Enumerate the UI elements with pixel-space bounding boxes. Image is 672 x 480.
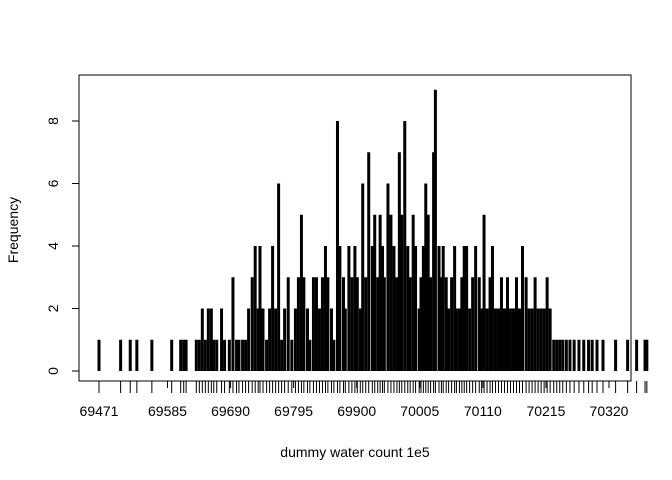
y-tick-label: 2: [45, 304, 61, 312]
rug-layer: [98, 381, 648, 393]
x-tick-label: 69690: [211, 403, 250, 419]
y-axis-label: Frequency: [5, 197, 21, 263]
y-tick-label: 4: [45, 242, 61, 250]
x-axis: 69471 69585 69690 69795 69900 70005 70110 70215…: [80, 380, 629, 419]
y-tick-label: 8: [45, 117, 61, 125]
bars-layer: [97, 89, 649, 371]
y-axis: 0 2 4 6 8: [45, 117, 80, 375]
x-tick-label: 69471: [80, 403, 119, 419]
x-tick-label: 70110: [464, 403, 502, 419]
x-axis-label: dummy water count 1e5: [280, 444, 430, 460]
x-tick-label: 69585: [148, 403, 187, 419]
x-tick-label: 69900: [337, 403, 376, 419]
x-tick-label: 70320: [590, 403, 629, 419]
x-tick-label: 70005: [400, 403, 439, 419]
y-tick-label: 6: [45, 179, 61, 187]
x-tick-label: 69795: [274, 403, 313, 419]
x-tick-label: 70215: [526, 403, 565, 419]
y-tick-label: 0: [45, 367, 61, 375]
